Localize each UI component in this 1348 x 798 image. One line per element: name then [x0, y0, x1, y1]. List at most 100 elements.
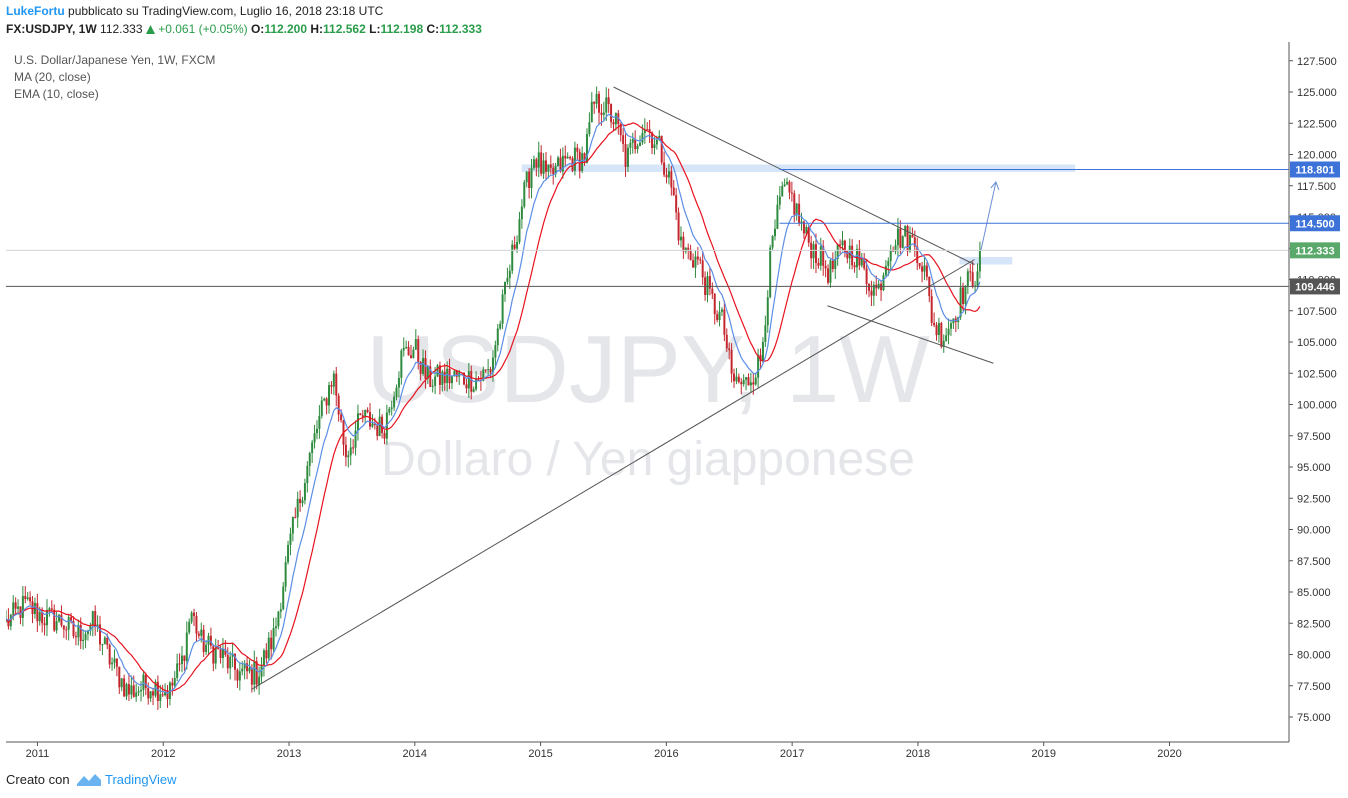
trendline[interactable] [827, 305, 994, 364]
candle-body [248, 667, 251, 672]
candle [882, 272, 885, 292]
trendline[interactable] [613, 86, 975, 265]
candle-body [819, 246, 822, 266]
candle [537, 141, 540, 178]
candle-body [347, 455, 350, 458]
candle [773, 219, 776, 241]
candle [925, 262, 928, 281]
candle-body [518, 219, 521, 243]
candle [730, 343, 733, 383]
candle-body [569, 156, 572, 159]
candle [434, 367, 437, 395]
y-tick-label: 92.500 [1297, 493, 1331, 505]
candle-body [576, 147, 579, 152]
candle [137, 686, 140, 696]
watermark-symbol: USDJPY, 1W [366, 316, 930, 423]
y-tick-label: 95.000 [1297, 462, 1331, 474]
candle-body [504, 281, 507, 295]
candle [272, 617, 275, 653]
candle-body [718, 311, 721, 321]
candle-body [769, 247, 772, 298]
candle [564, 145, 567, 166]
candle-body [798, 203, 801, 223]
candle-body [332, 373, 335, 387]
candle-body [817, 262, 820, 266]
candle [677, 207, 680, 245]
candle-body [405, 346, 408, 348]
candle-body [865, 268, 868, 284]
candle [747, 373, 750, 386]
candle [800, 212, 803, 231]
candle [689, 244, 692, 261]
candle [569, 155, 572, 161]
candle [26, 591, 29, 601]
candle-body [872, 284, 875, 296]
candle [937, 317, 940, 343]
made-with-label: Creato con [6, 772, 70, 787]
candle-body [313, 433, 316, 443]
candle-body [829, 260, 832, 283]
candle [795, 202, 798, 221]
trendline[interactable] [251, 259, 975, 690]
candle-body [407, 346, 410, 356]
candle [834, 250, 837, 279]
candle [559, 148, 562, 173]
candle [446, 361, 449, 392]
watermark-description: Dollaro / Yen giapponese [381, 433, 915, 486]
candle [60, 605, 63, 628]
candle [55, 611, 58, 634]
legend-ma[interactable]: MA (20, close) [14, 70, 91, 84]
candle [450, 376, 453, 390]
price-tag-label: 118.801 [1295, 164, 1334, 176]
candle [542, 153, 545, 179]
candle [764, 315, 767, 348]
y-tick-label: 102.500 [1297, 368, 1337, 380]
candle-body [65, 629, 68, 631]
candle-body [557, 157, 560, 167]
candle-body [793, 193, 796, 215]
candle [506, 267, 509, 285]
x-tick-label: 2012 [151, 748, 175, 760]
price-chart[interactable]: USDJPY, 1W Dollaro / Yen giapponese 127.… [6, 42, 1340, 762]
candle-body [400, 350, 403, 378]
author-link[interactable]: LukeFortu [6, 4, 65, 18]
candle-body [243, 663, 246, 669]
candle-body [277, 611, 280, 627]
candle-body [113, 658, 116, 663]
candle-body [937, 323, 940, 335]
candle-body [619, 124, 622, 136]
candle [29, 591, 32, 605]
candle-body [359, 413, 362, 416]
low-label: L: [369, 22, 381, 36]
candle [113, 649, 116, 669]
candle [378, 408, 381, 437]
candle [132, 675, 135, 698]
candle [694, 250, 697, 278]
legend-ema[interactable]: EMA (10, close) [14, 87, 99, 101]
candle-body [629, 142, 632, 148]
candle-body [91, 611, 94, 626]
candle-body [308, 453, 311, 466]
candle [670, 165, 673, 196]
candle [737, 373, 740, 384]
x-tick-label: 2020 [1157, 748, 1181, 760]
candle [496, 324, 499, 352]
candle [749, 372, 752, 393]
candle-body [284, 562, 287, 587]
candle-body [289, 533, 292, 545]
candle [74, 631, 77, 646]
candle [231, 642, 234, 668]
candle [733, 368, 736, 388]
candle [699, 256, 702, 265]
candle-body [482, 369, 485, 381]
candle [626, 144, 629, 173]
candle [863, 252, 866, 271]
x-tick-label: 2011 [26, 748, 50, 760]
candle-body [682, 236, 685, 252]
tradingview-link[interactable]: TradingView [105, 772, 177, 787]
candle-body [610, 104, 613, 123]
candle [101, 643, 104, 656]
price-tag [1290, 242, 1340, 259]
candle-body [21, 595, 24, 618]
candle [328, 381, 331, 414]
